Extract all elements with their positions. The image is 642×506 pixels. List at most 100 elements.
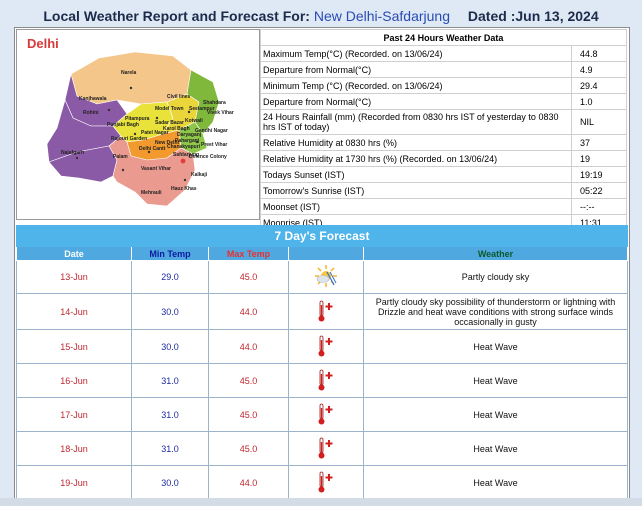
past-data-label: Tomorrow's Sunrise (IST)	[260, 182, 572, 199]
past-data-row: Maximum Temp(°C) (Recorded. on 13/06/24)…	[260, 45, 627, 62]
map-label-daryaganj: Daryaganj	[177, 132, 202, 138]
map-label-hauz-khas: Hauz Khas	[171, 186, 197, 192]
map-label-seelampur: Seelampur	[189, 106, 215, 112]
map-label-najafgarh: Najafgarh	[61, 150, 85, 156]
forecast-min-temp: 31.0	[131, 397, 209, 432]
past-data-row: 24 Hours Rainfall (mm) (Recorded from 08…	[260, 109, 627, 135]
forecast-min-temp: 31.0	[131, 431, 209, 466]
forecast-weather: Partly cloudy sky possibility of thunder…	[363, 293, 628, 330]
forecast-weather: Heat Wave	[363, 329, 628, 364]
forecast-date: 16-Jun	[16, 363, 132, 398]
location-name[interactable]: New Delhi-Safdarjung	[313, 8, 451, 24]
past-24-hours-heading: Past 24 Hours Weather Data	[260, 29, 627, 46]
forecast-row: 13-Jun 29.0 45.0 Partly cloudy s	[16, 260, 628, 294]
past-data-row: Moonset (IST) --:--	[260, 198, 627, 215]
forecast-max-temp: 44.0	[208, 329, 289, 364]
past-data-label: Moonset (IST)	[260, 198, 572, 215]
partly-cloudy-sun-icon	[315, 265, 337, 287]
past-24-hours-table: Past 24 Hours Weather Data Maximum Temp(…	[260, 29, 627, 231]
past-data-label: Relative Humidity at 0830 hrs (%)	[260, 134, 572, 151]
forecast-max-temp: 45.0	[208, 397, 289, 432]
title-prefix: Local Weather Report and Forecast For:	[43, 8, 310, 24]
report-date: Dated :Jun 13, 2024	[467, 8, 599, 24]
forecast-row: 14-Jun 30.0 44.0 Partly cloudy sky possi…	[16, 293, 628, 330]
past-data-row: Relative Humidity at 0830 hrs (%) 37	[260, 134, 627, 151]
map-label-model-town: Model Town	[155, 106, 184, 112]
past-data-value: 1.0	[571, 93, 627, 110]
past-data-value: 37	[571, 134, 627, 151]
page-title: Local Weather Report and Forecast For: N…	[0, 8, 642, 24]
thermometer-plus-icon	[318, 471, 333, 492]
forecast-row: 17-Jun 31.0 45.0 Heat Wave	[16, 397, 628, 432]
map-label-rajouri-garden: Rajouri Garden	[111, 136, 148, 142]
map-label-preet-vihar: Preet Vihar	[201, 142, 228, 148]
forecast-weather: Heat Wave	[363, 363, 628, 398]
forecast-max-temp: 44.0	[208, 293, 289, 330]
forecast-date: 13-Jun	[16, 260, 132, 294]
map-label-gandhi-nagar: Gandhi Nagar	[195, 128, 228, 134]
past-data-value: 44.8	[571, 45, 627, 62]
past-data-row: Departure from Normal(°C) 4.9	[260, 61, 627, 78]
map-label-kanjhawala: Kanjhawala	[79, 96, 107, 102]
map-label-karol-bagh: Karol Bagh	[163, 126, 190, 132]
forecast-date: 18-Jun	[16, 431, 132, 466]
map-label-civil-lines: Civil lines	[167, 94, 191, 100]
forecast-min-temp: 29.0	[131, 260, 209, 294]
past-data-label: Todays Sunset (IST)	[260, 166, 572, 183]
map-label-pitampura: Pitampura	[125, 116, 150, 122]
map-label-safdarjung: Safdarjung	[173, 152, 200, 158]
forecast-max-temp: 45.0	[208, 363, 289, 398]
safdarjung-marker	[180, 158, 186, 164]
map-label-sadar-bazar: Sadar Bazar	[155, 120, 184, 126]
forecast-max-temp: 44.0	[208, 465, 289, 500]
map-label-patel-nagar: Patel Nagar	[141, 130, 169, 136]
seven-day-forecast-table: 7 Day's Forecast Date Min Temp Max Temp …	[16, 225, 628, 500]
past-data-row: Tomorrow's Sunrise (IST) 05:22	[260, 182, 627, 199]
past-data-value: 05:22	[571, 182, 627, 199]
forecast-row: 15-Jun 30.0 44.0 Heat Wave	[16, 329, 628, 364]
map-label-kalkaji: Kalkaji	[191, 172, 208, 178]
thermometer-plus-icon	[318, 300, 333, 321]
map-label-shahdara: Shahdara	[203, 100, 226, 106]
map-label-mehrauli: Mehrauli	[141, 190, 162, 196]
forecast-min-temp: 30.0	[131, 465, 209, 500]
thermometer-plus-icon	[318, 403, 333, 424]
map-label-vivek-vihar: Vivek Vihar	[207, 110, 234, 116]
past-data-row: Minimum Temp (°C) (Recorded. on 13/06/24…	[260, 77, 627, 94]
forecast-row: 18-Jun 31.0 45.0 Heat Wave	[16, 431, 628, 466]
map-label-delhi-cantt: Delhi Cantt	[139, 146, 166, 152]
forecast-title: 7 Day's Forecast	[16, 225, 628, 247]
map-label-vasant-vihar: Vasant Vihar	[141, 166, 171, 172]
page-footer-bar	[0, 498, 642, 506]
forecast-min-temp: 30.0	[131, 293, 209, 330]
past-data-value: 29.4	[571, 77, 627, 94]
forecast-weather: Heat Wave	[363, 465, 628, 500]
forecast-max-temp: 45.0	[208, 260, 289, 294]
past-data-label: Relative Humidity at 1730 hrs (%) (Recor…	[260, 150, 572, 167]
past-data-row: Departure from Normal(°C) 1.0	[260, 93, 627, 110]
forecast-date: 17-Jun	[16, 397, 132, 432]
current-conditions-section: Delhi Narela Rohini Kanjhawala Model Tow…	[15, 28, 629, 231]
past-data-value: 19:19	[571, 166, 627, 183]
column-header-icon	[288, 246, 364, 261]
map-title: Delhi	[27, 36, 59, 51]
map-region-east	[186, 69, 220, 135]
map-label-palam: Palam	[113, 154, 128, 160]
past-data-label: Departure from Normal(°C)	[260, 61, 572, 78]
forecast-row: 16-Jun 31.0 45.0 Heat Wave	[16, 363, 628, 398]
thermometer-plus-icon	[318, 369, 333, 390]
forecast-min-temp: 30.0	[131, 329, 209, 364]
map-label-punjabi-bagh: Punjabi Bagh	[107, 122, 139, 128]
map-label-new-delhi: New Delhi	[155, 140, 179, 146]
past-data-label: 24 Hours Rainfall (mm) (Recorded from 08…	[260, 109, 572, 135]
thermometer-plus-icon	[318, 335, 333, 356]
delhi-district-map	[46, 51, 220, 207]
report-container: Delhi Narela Rohini Kanjhawala Model Tow…	[14, 27, 630, 500]
map-label-paharganj: Paharganj	[175, 138, 200, 144]
map-label-narela: Narela	[121, 70, 137, 76]
column-header-date: Date	[16, 246, 132, 261]
past-data-label: Maximum Temp(°C) (Recorded. on 13/06/24)	[260, 45, 572, 62]
past-data-row: Todays Sunset (IST) 19:19	[260, 166, 627, 183]
map-region-south	[108, 135, 196, 207]
column-header-max-temp: Max Temp	[208, 246, 289, 261]
